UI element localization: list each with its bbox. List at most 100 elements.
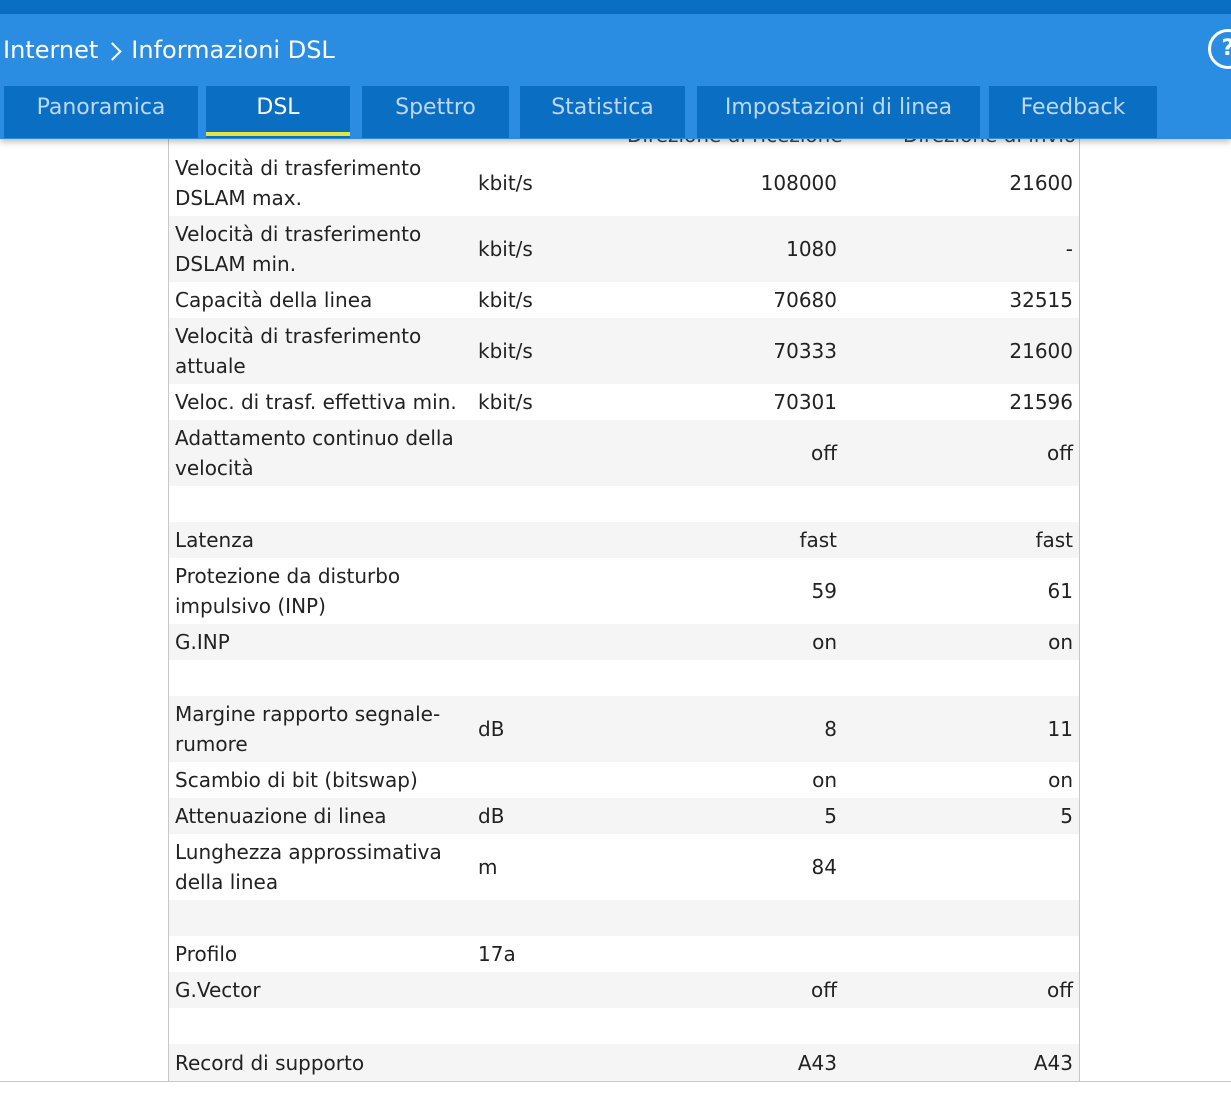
row-value-up: on	[1048, 768, 1073, 792]
table-row: Velocità di trasferimento attuale kbit/s…	[169, 318, 1079, 384]
row-value-up	[849, 834, 1073, 900]
table-row: Latenza fast fast	[169, 522, 1079, 558]
chevron-right-icon	[103, 41, 122, 61]
row-label: Adattamento continuo della velocità	[175, 426, 454, 480]
table-row-spacer	[169, 660, 1079, 696]
row-label: Veloc. di trasf. effettiva min.	[175, 390, 457, 414]
row-unit	[478, 420, 598, 486]
column-header-down: Direzione di ricezione	[627, 139, 843, 147]
help-icon[interactable]: ?	[1208, 29, 1231, 69]
breadcrumb-internet[interactable]: Internet	[3, 36, 99, 64]
row-unit: kbit/s	[478, 288, 533, 312]
row-label: G.Vector	[175, 978, 261, 1002]
row-value-down: 59	[811, 579, 837, 603]
row-label: G.INP	[175, 630, 230, 654]
row-value-up: fast	[1035, 528, 1073, 552]
row-value-down: A43	[797, 1050, 837, 1075]
page-header: Internet Informazioni DSL ? Panoramica D…	[0, 14, 1231, 139]
row-unit: kbit/s	[478, 171, 533, 195]
row-value-down: on	[812, 630, 837, 654]
row-unit: dB	[478, 804, 505, 828]
column-header-up: Direzione di invio	[903, 139, 1076, 147]
top-strip	[0, 0, 1231, 14]
tab-dsl[interactable]: DSL	[206, 86, 350, 138]
table-row: Record di supporto A43 A43	[169, 1044, 1079, 1081]
page-title: Informazioni DSL	[131, 36, 335, 64]
row-unit	[478, 972, 598, 1008]
row-label: Attenuazione di linea	[175, 804, 387, 828]
row-value-up: 21600	[1009, 339, 1073, 363]
table-row: Velocità di trasferimento DSLAM min. kbi…	[169, 216, 1079, 282]
row-unit: kbit/s	[478, 390, 533, 414]
table-row: Capacità della linea kbit/s 70680 32515	[169, 282, 1079, 318]
row-label	[175, 486, 465, 522]
row-unit	[478, 762, 598, 798]
tab-feedback[interactable]: Feedback	[989, 86, 1157, 138]
row-label: Velocità di trasferimento attuale	[175, 324, 422, 378]
row-value-down: 5	[824, 804, 837, 828]
row-value-down: 70680	[773, 288, 837, 312]
tab-bar: Panoramica DSL Spettro Statistica Impost…	[0, 86, 1231, 138]
row-label: Velocità di trasferimento DSLAM min.	[175, 222, 422, 276]
table-row: Veloc. di trasf. effettiva min. kbit/s 7…	[169, 384, 1079, 420]
row-unit: dB	[478, 717, 505, 741]
row-unit: 17a	[478, 942, 516, 966]
row-value-down: 70333	[773, 339, 837, 363]
row-value-down: on	[812, 768, 837, 792]
table-row: Profilo 17a	[169, 936, 1079, 972]
row-value-down: 8	[824, 717, 837, 741]
table-row-spacer	[169, 1008, 1079, 1044]
row-value-up: 11	[1047, 717, 1073, 741]
row-label	[175, 900, 465, 936]
tab-impostazioni-di-linea[interactable]: Impostazioni di linea	[697, 86, 980, 138]
row-unit: m	[478, 855, 498, 879]
row-value-up: 21600	[1009, 171, 1073, 195]
table-row: Attenuazione di linea dB 5 5	[169, 798, 1079, 834]
row-label	[175, 660, 465, 696]
row-label: Latenza	[175, 528, 254, 552]
row-unit	[478, 522, 598, 558]
table-row: Scambio di bit (bitswap) on on	[169, 762, 1079, 798]
row-label: Scambio di bit (bitswap)	[175, 768, 418, 792]
table-row: Velocità di trasferimento DSLAM max. kbi…	[169, 150, 1079, 216]
row-value-down: 70301	[773, 390, 837, 414]
row-unit	[478, 624, 598, 660]
row-value-down: 1080	[786, 237, 837, 261]
row-value-down	[599, 936, 837, 972]
row-value-up: 5	[1060, 804, 1073, 828]
row-unit	[478, 1044, 598, 1081]
row-value-up: -	[1065, 237, 1073, 261]
table-row: Lunghezza approssimativa della linea m 8…	[169, 834, 1079, 900]
row-label: Protezione da disturbo impulsivo (INP)	[175, 564, 401, 618]
row-value-up: A43	[1033, 1050, 1073, 1075]
table-row: Margine rapporto segnale-rumore dB 8 11	[169, 696, 1079, 762]
table-row: G.Vector off off	[169, 972, 1079, 1008]
table-row-spacer	[169, 486, 1079, 522]
row-value-down: fast	[799, 528, 837, 552]
row-unit: kbit/s	[478, 237, 533, 261]
row-unit	[478, 558, 598, 624]
footer-divider	[0, 1081, 1231, 1082]
row-value-down: 84	[811, 855, 837, 879]
row-unit: kbit/s	[478, 339, 533, 363]
row-value-up: 61	[1047, 579, 1073, 603]
row-value-down: off	[810, 978, 837, 1002]
row-label: Record di supporto	[175, 1050, 365, 1075]
tab-spettro[interactable]: Spettro	[362, 86, 509, 138]
table-row: G.INP on on	[169, 624, 1079, 660]
dsl-info-table: Direzione di ricezione Direzione di invi…	[168, 139, 1080, 1081]
row-label: Margine rapporto segnale-rumore	[175, 702, 441, 756]
row-value-up: off	[1046, 978, 1073, 1002]
row-value-up	[849, 936, 1073, 972]
row-label: Profilo	[175, 942, 238, 966]
row-label: Velocità di trasferimento DSLAM max.	[175, 156, 422, 210]
row-value-up: 32515	[1009, 288, 1073, 312]
row-label: Lunghezza approssimativa della linea	[175, 840, 442, 894]
table-row: Adattamento continuo della velocità off …	[169, 420, 1079, 486]
breadcrumb: Internet Informazioni DSL	[3, 36, 335, 64]
row-label: Capacità della linea	[175, 288, 373, 312]
tab-panoramica[interactable]: Panoramica	[4, 86, 198, 138]
row-value-up: on	[1048, 630, 1073, 654]
tab-statistica[interactable]: Statistica	[520, 86, 685, 138]
row-value-up: off	[1046, 441, 1073, 465]
